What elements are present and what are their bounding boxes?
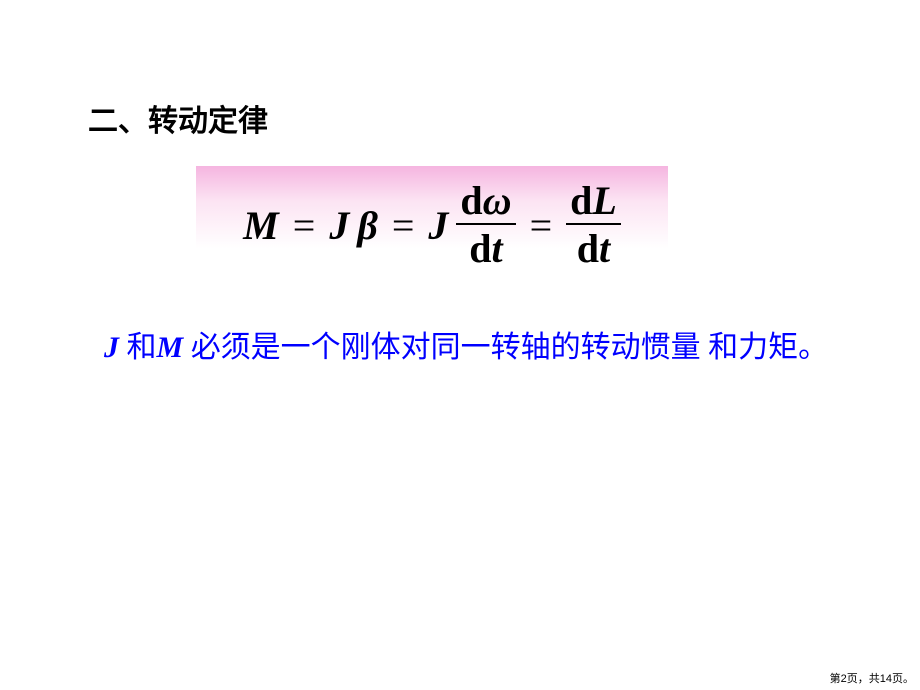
equation-highlight-box: M = J β = J dω dt = dL dt <box>196 166 668 284</box>
var-J-1: J <box>329 202 349 249</box>
numerator-dL: dL <box>566 181 621 225</box>
fraction-dL-dt: dL dt <box>566 181 621 269</box>
footer-total-pages: 14 <box>880 673 892 685</box>
numerator-domega: dω <box>456 181 515 225</box>
denominator-dt-2: dt <box>573 225 614 269</box>
note-var-M: M <box>157 331 184 364</box>
equals-sign-1: = <box>293 202 316 249</box>
var-t-2: t <box>599 226 610 271</box>
note-text-2: 必须是一个刚体对同一转轴的转动惯量 和力矩。 <box>183 331 828 364</box>
denominator-dt-1: dt <box>465 225 506 269</box>
footer-prefix: 第 <box>830 673 841 685</box>
d-3: d <box>570 178 592 223</box>
d-2: d <box>469 226 491 271</box>
footer-suffix: 页。 <box>892 673 914 685</box>
var-J-2: J <box>428 202 448 249</box>
var-omega: ω <box>483 178 512 223</box>
note-text: J 和M 必须是一个刚体对同一转轴的转动惯量 和力矩。 <box>104 324 844 372</box>
var-M: M <box>243 202 279 249</box>
var-t-1: t <box>492 226 503 271</box>
d-1: d <box>460 178 482 223</box>
note-var-J: J <box>104 331 119 364</box>
page-footer: 第2页，共14页。 <box>830 670 914 686</box>
var-beta: β <box>357 202 378 249</box>
equals-sign-2: = <box>392 202 415 249</box>
rotation-law-equation: M = J β = J dω dt = dL dt <box>243 181 621 269</box>
equals-sign-3: = <box>530 202 553 249</box>
fraction-domega-dt: dω dt <box>456 181 515 269</box>
section-heading: 二、转动定律 <box>88 96 268 140</box>
d-4: d <box>577 226 599 271</box>
note-text-1: 和 <box>119 331 157 364</box>
footer-mid: 页，共 <box>847 673 880 685</box>
var-L: L <box>592 178 616 223</box>
